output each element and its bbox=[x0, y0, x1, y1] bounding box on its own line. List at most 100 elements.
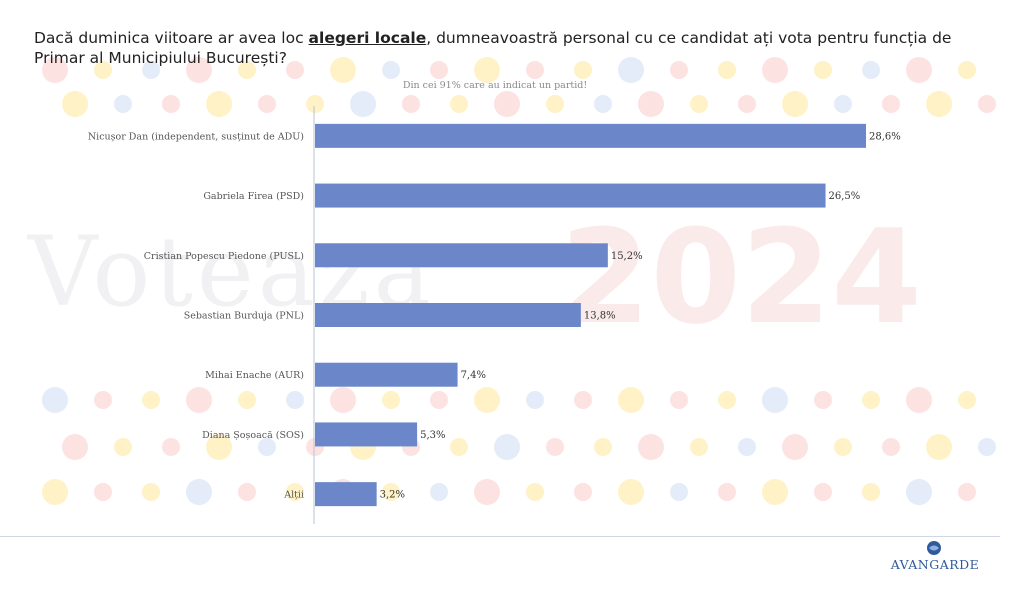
watermark-dot bbox=[926, 91, 952, 117]
watermark-dot bbox=[618, 387, 644, 413]
bar bbox=[315, 243, 608, 268]
data-label: 3,2% bbox=[380, 490, 405, 501]
watermark-dot bbox=[882, 95, 900, 113]
watermark-dot bbox=[450, 95, 468, 113]
watermark-dot bbox=[762, 479, 788, 505]
watermark-dot bbox=[574, 61, 592, 79]
watermark-dot bbox=[814, 483, 832, 501]
watermark-dot bbox=[474, 479, 500, 505]
watermark-dot bbox=[474, 387, 500, 413]
watermark-dot bbox=[546, 438, 564, 456]
watermark-dot bbox=[762, 57, 788, 83]
watermark-dot bbox=[670, 391, 688, 409]
watermark-dot bbox=[474, 57, 500, 83]
watermark-dot bbox=[142, 61, 160, 79]
globe-icon bbox=[927, 541, 941, 555]
watermark-dot bbox=[958, 391, 976, 409]
watermark-dot bbox=[162, 438, 180, 456]
watermark-dot bbox=[882, 438, 900, 456]
bar bbox=[315, 482, 377, 507]
watermark-dot bbox=[286, 391, 304, 409]
watermark-dot bbox=[906, 57, 932, 83]
watermark-dot bbox=[258, 95, 276, 113]
title-text-before: Dacă duminica viitoare ar avea loc bbox=[34, 29, 309, 47]
watermark-dot bbox=[618, 57, 644, 83]
category-label: Mihai Enache (AUR) bbox=[205, 370, 304, 381]
data-label: 28,6% bbox=[869, 131, 901, 142]
watermark-dot bbox=[738, 438, 756, 456]
chart-subtitle: Din cei 91% care au indicat un partid! bbox=[402, 80, 588, 91]
data-label: 13,8% bbox=[584, 311, 616, 322]
watermark-dot bbox=[762, 387, 788, 413]
data-label: 7,4% bbox=[461, 370, 486, 381]
watermark-dot bbox=[690, 95, 708, 113]
category-label: Diana Șoșoacă (SOS) bbox=[202, 430, 304, 441]
watermark-dots bbox=[42, 57, 996, 505]
watermark-dot bbox=[114, 95, 132, 113]
chart-title: Dacă duminica viitoare ar avea loc alege… bbox=[34, 28, 974, 68]
category-label: Cristian Popescu Piedone (PUSL) bbox=[144, 251, 304, 262]
watermark-dot bbox=[238, 391, 256, 409]
watermark-year: 2024 bbox=[560, 201, 922, 353]
watermark-dot bbox=[670, 483, 688, 501]
watermark-dot bbox=[42, 57, 68, 83]
bar bbox=[315, 303, 581, 327]
watermark-dot bbox=[494, 91, 520, 117]
watermark-dot bbox=[350, 91, 376, 117]
watermark-dot bbox=[402, 95, 420, 113]
watermark-dot bbox=[42, 387, 68, 413]
watermark-dot bbox=[430, 483, 448, 501]
watermark-dot bbox=[186, 387, 212, 413]
title-highlight: alegeri locale bbox=[308, 29, 427, 47]
watermark-dot bbox=[526, 391, 544, 409]
watermark-dot bbox=[330, 57, 356, 83]
watermark-dot bbox=[574, 391, 592, 409]
watermark-dot bbox=[782, 434, 808, 460]
watermark-dot bbox=[62, 434, 88, 460]
watermark-dot bbox=[450, 438, 468, 456]
bar bbox=[315, 422, 418, 447]
watermark-dot bbox=[382, 391, 400, 409]
watermark-dot bbox=[286, 61, 304, 79]
watermark-dot bbox=[94, 391, 112, 409]
watermark-dot bbox=[782, 91, 808, 117]
watermark-dot bbox=[690, 438, 708, 456]
watermark-dot bbox=[638, 91, 664, 117]
footer-divider bbox=[0, 536, 1000, 537]
category-label: Gabriela Firea (PSD) bbox=[203, 191, 304, 202]
watermark-dot bbox=[718, 391, 736, 409]
bar bbox=[315, 123, 866, 148]
watermark-dot bbox=[526, 483, 544, 501]
watermark-dot bbox=[142, 483, 160, 501]
watermark-dot bbox=[286, 483, 304, 501]
title-text-after: , dumneavoastră personal cu ce candidat … bbox=[34, 29, 952, 67]
watermark-dot bbox=[162, 95, 180, 113]
watermark-dot bbox=[306, 95, 324, 113]
watermark-dot bbox=[430, 391, 448, 409]
data-label: 5,3% bbox=[420, 430, 445, 441]
watermark-dot bbox=[186, 479, 212, 505]
watermark-dot bbox=[94, 61, 112, 79]
watermark-dot bbox=[926, 434, 952, 460]
watermark-dot bbox=[206, 91, 232, 117]
watermark-dot bbox=[906, 479, 932, 505]
watermark-dot bbox=[574, 483, 592, 501]
watermark-dot bbox=[834, 438, 852, 456]
watermark-dot bbox=[738, 95, 756, 113]
watermark-dot bbox=[958, 483, 976, 501]
watermark-dot bbox=[978, 95, 996, 113]
watermark-dot bbox=[862, 483, 880, 501]
watermark-dot bbox=[238, 483, 256, 501]
watermark-dot bbox=[62, 91, 88, 117]
watermark-dot bbox=[330, 387, 356, 413]
watermark-dot bbox=[978, 438, 996, 456]
watermark-dot bbox=[430, 61, 448, 79]
watermark-dot bbox=[94, 483, 112, 501]
watermark-dot bbox=[906, 387, 932, 413]
watermark-dot bbox=[618, 479, 644, 505]
watermark-dot bbox=[670, 61, 688, 79]
avangarde-logo: AVANGARDE bbox=[870, 540, 1000, 580]
watermark-dot bbox=[42, 479, 68, 505]
category-label: Nicușor Dan (independent, susținut de AD… bbox=[88, 131, 304, 142]
